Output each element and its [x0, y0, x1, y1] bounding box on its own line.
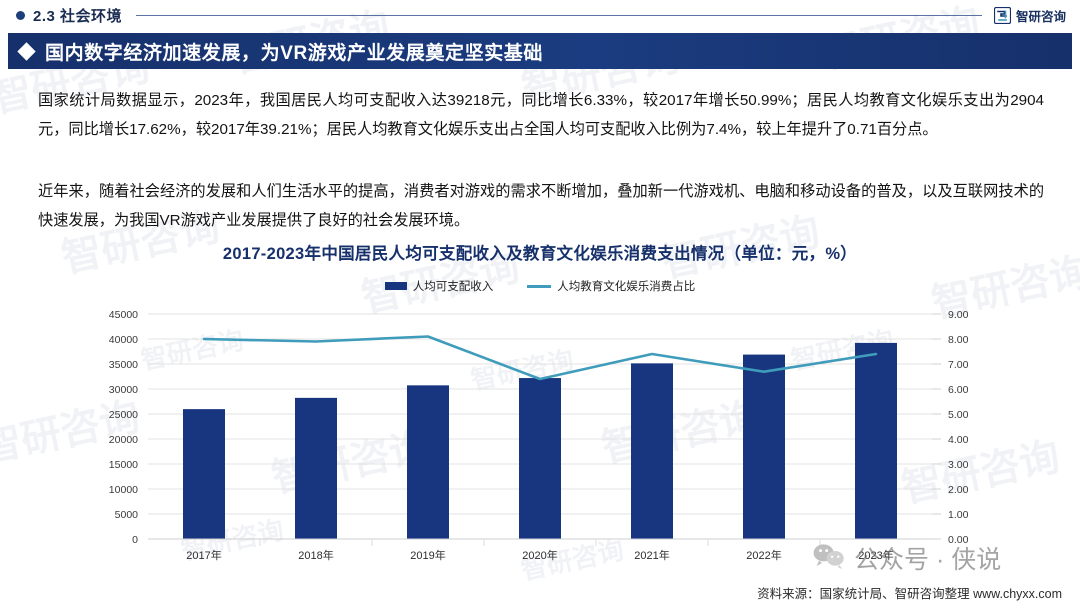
diamond-bullet-icon	[17, 41, 36, 61]
body-paragraph-2: 近年来，随着社会经济的发展和人们生活水平的提高，消费者对游戏的需求不断增加，叠加…	[38, 183, 1044, 229]
chart-line-series	[202, 335, 878, 381]
x-axis-tick-label: 2019年	[410, 548, 445, 561]
x-axis-tick-label: 2022年	[746, 548, 781, 561]
y-axis-tick-label: 5000	[115, 509, 139, 521]
y2-axis-tick-label: 7.00	[948, 359, 969, 371]
y-axis-tick-label: 45000	[109, 309, 138, 321]
chart-bar	[631, 363, 673, 539]
y2-axis-tick-label: 3.00	[948, 459, 969, 471]
source-note: 资料来源：国家统计局、智研咨询整理 www.chyxx.com	[757, 587, 1062, 601]
x-axis-tick-label: 2021年	[634, 548, 669, 561]
y2-axis-tick-label: 0.00	[948, 534, 969, 546]
chart-bar	[743, 354, 785, 539]
y2-axis-tick-label: 9.00	[948, 309, 969, 321]
x-axis-tick-label: 2020年	[522, 548, 557, 561]
headline-text: 国内数字经济加速发展，为VR游戏产业发展奠定坚实基础	[45, 42, 543, 64]
x-axis-tick-label: 2018年	[298, 548, 333, 561]
chart-bar	[855, 342, 897, 539]
chart-svg: 0 0.00 5000 1.00 10000 2.00 15000 3.00 20000 4.00…	[109, 309, 969, 561]
y-axis-tick-label: 40000	[109, 334, 138, 346]
y2-axis-tick-label: 4.00	[948, 434, 969, 446]
legend-item-line-series[interactable]: 人均教育文化娱乐消费占比	[527, 278, 695, 294]
x-axis-tick-label: 2023年	[858, 548, 893, 561]
legend-swatch-icon	[527, 284, 552, 288]
body-paragraph-1: 国家统计局数据显示，2023年，我国居民人均可支配收入达39218元，同比增长6…	[38, 92, 1044, 138]
y2-axis-tick-label: 8.00	[948, 334, 969, 346]
y-axis-tick-label: 0	[132, 534, 138, 546]
header-divider-rule	[136, 14, 982, 16]
y2-axis-tick-label: 6.00	[948, 384, 969, 396]
wechat-watermark-text: 公众号 · 侠说	[854, 546, 1002, 574]
slide-header: 2.3 社会环境 智研咨询	[0, 0, 1080, 30]
y-axis-tick-label: 20000	[109, 434, 138, 446]
y-axis-tick-label: 30000	[109, 384, 138, 396]
legend-label: 人均可支配收入	[412, 281, 494, 293]
brand-name: 智研咨询	[1015, 9, 1066, 24]
chart-plot-area: 0 0.00 5000 1.00 10000 2.00 15000 3.00 20000 4.00…	[0, 306, 1080, 561]
legend-swatch-icon	[384, 282, 407, 290]
y2-axis-tick-label: 5.00	[948, 409, 969, 421]
chart-container: 2017-2023年中国居民人均可支配收入及教育文化娱乐消费支出情况（单位：元，…	[0, 240, 1080, 570]
legend-item-bar-series[interactable]: 人均可支配收入	[384, 278, 494, 294]
y-axis-tick-label: 15000	[109, 459, 138, 471]
y2-axis-tick-label: 2.00	[948, 484, 969, 496]
section-title: 2.3 社会环境	[33, 7, 123, 25]
chart-bar	[519, 378, 561, 539]
zhiyan-logo-icon	[993, 6, 1012, 24]
legend-label: 人均教育文化娱乐消费占比	[557, 281, 696, 293]
wechat-watermark: 公众号 · 侠说	[812, 540, 1001, 576]
y2-axis-tick-label: 1.00	[948, 509, 969, 521]
x-axis-tick-label: 2017年	[186, 548, 221, 561]
headline-band: 国内数字经济加速发展，为VR游戏产业发展奠定坚实基础	[8, 33, 1072, 69]
chart-bar	[407, 385, 449, 539]
chart-title: 2017-2023年中国居民人均可支配收入及教育文化娱乐消费支出情况（单位：元，…	[222, 245, 858, 263]
chart-bar	[183, 409, 225, 539]
y-axis-tick-label: 25000	[109, 409, 138, 421]
chart-legend: 人均可支配收入 人均教育文化娱乐消费占比	[0, 278, 1080, 294]
brand-logo: 智研咨询	[993, 6, 1066, 25]
wechat-icon	[812, 542, 846, 575]
bullet-dot-icon	[16, 10, 25, 20]
chart-bar	[295, 397, 337, 539]
y-axis-tick-label: 10000	[109, 484, 138, 496]
y-axis-tick-label: 35000	[109, 359, 138, 371]
